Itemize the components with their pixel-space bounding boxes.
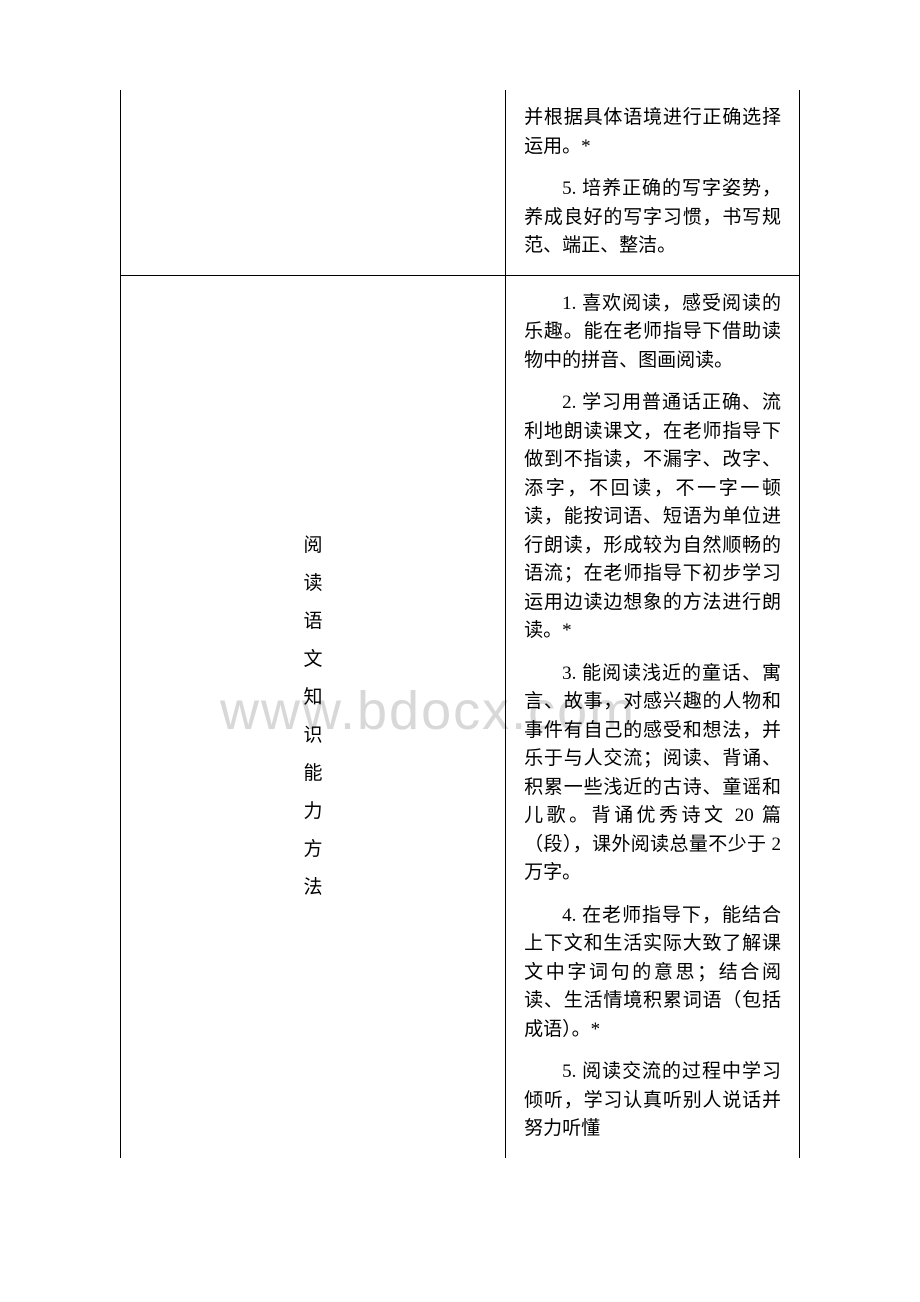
- row2-label: 阅 读 语 文 知 识 能 力 方 法: [121, 517, 505, 917]
- label-char: 阅: [304, 527, 323, 565]
- row2-p5: 5. 阅读交流的过程中学习倾听，学习认真听别人说话并努力听懂: [524, 1058, 781, 1144]
- label-char: 法: [304, 869, 323, 907]
- label-char: 力: [304, 793, 323, 831]
- row2-p1: 1. 喜欢阅读，感受阅读的乐趣。能在老师指导下借助读物中的拼音、图画阅读。: [524, 290, 781, 376]
- label-char: 文: [304, 641, 323, 679]
- row1-label-cell: [121, 90, 506, 275]
- row2-p3: 3. 能阅读浅近的童话、寓言、故事，对感兴趣的人物和事件有自己的感受和想法，并乐…: [524, 660, 781, 888]
- row2-p4: 4. 在老师指导下，能结合上下文和生活实际大致了解课文中字词句的意思；结合阅读、…: [524, 902, 781, 1045]
- label-char: 能: [304, 755, 323, 793]
- row2-p2: 2. 学习用普通话正确、流利地朗读课文，在老师指导下做到不指读，不漏字、改字、添…: [524, 389, 781, 646]
- label-char: 识: [304, 717, 323, 755]
- row1-label: [121, 172, 505, 192]
- row1-p2: 5. 培养正确的写字姿势，养成良好的写字习惯，书写规范、端正、整洁。: [524, 175, 781, 261]
- curriculum-table: 并根据具体语境进行正确选择运用。* 5. 培养正确的写字姿势，养成良好的写字习惯…: [120, 90, 800, 1158]
- row1-p1: 并根据具体语境进行正确选择运用。*: [524, 104, 781, 161]
- label-char: 知: [304, 679, 323, 717]
- row1-content-cell: 并根据具体语境进行正确选择运用。* 5. 培养正确的写字姿势，养成良好的写字习惯…: [506, 90, 800, 275]
- row2-content-cell: 1. 喜欢阅读，感受阅读的乐趣。能在老师指导下借助读物中的拼音、图画阅读。 2.…: [506, 275, 800, 1158]
- label-char: 读: [304, 565, 323, 603]
- table-row: 阅 读 语 文 知 识 能 力 方 法 1. 喜欢阅读，感受阅读的乐趣。能在老师…: [121, 275, 800, 1158]
- table-row: 并根据具体语境进行正确选择运用。* 5. 培养正确的写字姿势，养成良好的写字习惯…: [121, 90, 800, 275]
- label-char: 语: [304, 603, 323, 641]
- label-char: 方: [304, 831, 323, 869]
- row2-label-cell: 阅 读 语 文 知 识 能 力 方 法: [121, 275, 506, 1158]
